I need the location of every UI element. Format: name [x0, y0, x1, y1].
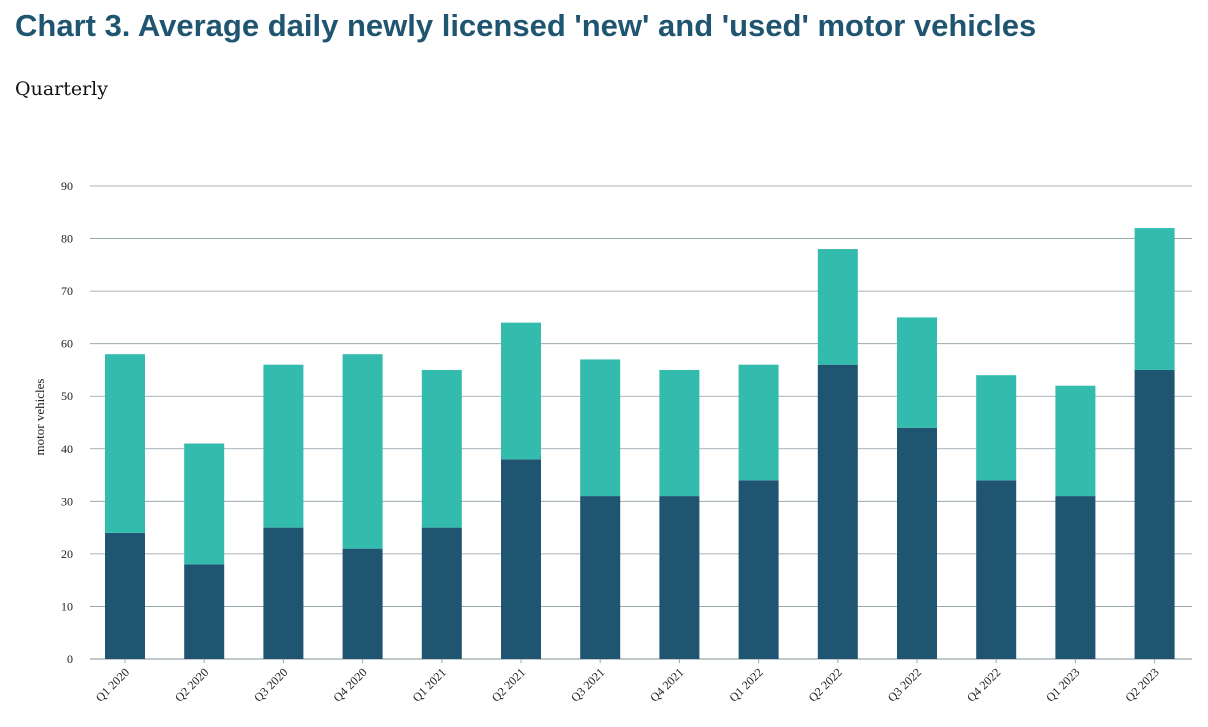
y-tick-label: 80	[61, 232, 73, 246]
x-tick-label: Q3 2022	[885, 665, 924, 704]
chart-subtitle: Quarterly	[15, 78, 108, 100]
bar-segment-lower	[184, 564, 225, 659]
bar-segment-lower	[659, 496, 700, 659]
bar-segment-lower	[105, 532, 145, 659]
x-tick-label: Q4 2021	[647, 665, 686, 704]
x-tick-label: Q2 2021	[489, 665, 528, 704]
bar-segment-upper	[105, 354, 145, 533]
bar-segment-lower	[342, 548, 383, 659]
bar-segment-lower	[1134, 369, 1175, 659]
x-tick-label: Q1 2023	[1043, 665, 1082, 704]
grid-lines	[90, 185, 1192, 660]
bar-segment-lower	[976, 480, 1017, 659]
bar-segment-upper	[738, 364, 779, 481]
bar-segment-upper	[659, 369, 700, 497]
bar-segment-lower	[817, 364, 858, 659]
bar-segment-upper	[342, 354, 383, 549]
bar-segment-lower	[263, 527, 304, 659]
y-tick-label: 50	[61, 389, 73, 403]
y-tick-label: 40	[61, 442, 73, 456]
x-tick-label: Q2 2022	[806, 665, 845, 704]
y-tick-label: 70	[61, 284, 73, 298]
bar-segment-lower	[580, 496, 621, 659]
y-tick-label: 20	[61, 547, 73, 561]
x-tick-label: Q3 2020	[251, 665, 290, 704]
bar-segment-upper	[817, 249, 858, 365]
y-tick-label: 60	[61, 337, 73, 351]
bar-segment-upper	[897, 317, 937, 428]
x-tick-label: Q2 2020	[172, 665, 211, 704]
bar-segment-upper	[1134, 228, 1175, 370]
y-tick-label: 90	[61, 179, 73, 193]
bar-segment-lower	[897, 427, 937, 659]
bar-segment-lower	[738, 480, 779, 659]
x-tick-label: Q1 2022	[726, 665, 765, 704]
y-tick-label: 0	[67, 652, 73, 666]
x-tick-label: Q1 2021	[410, 665, 449, 704]
bar-segment-upper	[263, 364, 304, 528]
y-tick-label: 10	[61, 599, 73, 613]
x-tick-label: Q4 2022	[964, 665, 1003, 704]
x-tick-label: Q4 2020	[330, 665, 369, 704]
bar-segment-upper	[976, 375, 1017, 481]
y-axis-title: motor vehicles	[32, 379, 47, 456]
x-tick-label: Q1 2020	[93, 665, 132, 704]
x-tick-label: Q2 2023	[1122, 665, 1161, 704]
x-tick-label: Q3 2021	[568, 665, 607, 704]
bar-segment-lower	[501, 459, 541, 659]
bars	[105, 228, 1175, 659]
bar-segment-upper	[184, 443, 225, 565]
bar-segment-lower	[421, 527, 462, 659]
bar-segment-lower	[1055, 496, 1096, 659]
y-tick-label: 30	[61, 494, 73, 508]
y-axis-ticks: 0 10 20 30 40 50 60 70 80 90	[61, 179, 73, 666]
chart-title: Chart 3. Average daily newly licensed 'n…	[15, 8, 1037, 43]
bar-segment-upper	[580, 359, 621, 497]
x-axis-ticks: Q1 2020 Q2 2020 Q3 2020 Q4 2020 Q1 2021 Q2 20…	[93, 659, 1162, 705]
bar-segment-upper	[421, 369, 462, 528]
bar-segment-upper	[501, 322, 541, 460]
bar-segment-upper	[1055, 385, 1096, 497]
